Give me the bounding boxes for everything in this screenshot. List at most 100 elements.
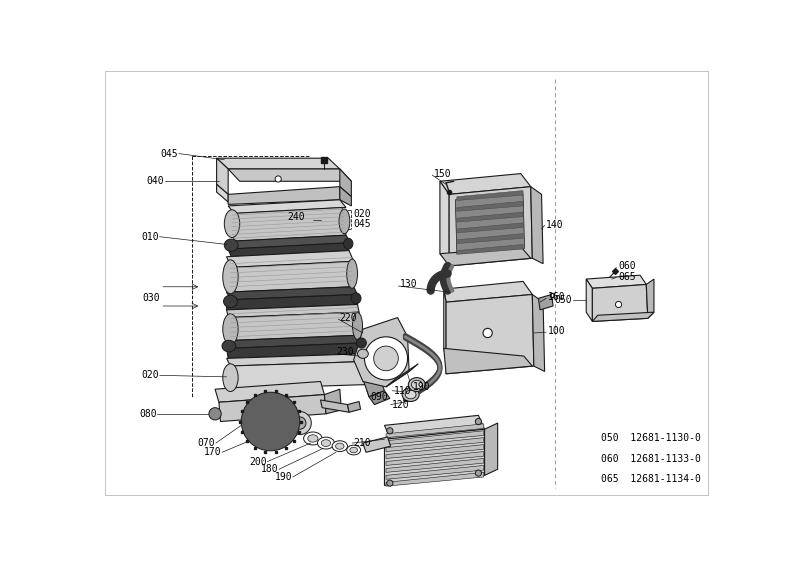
Polygon shape bbox=[485, 423, 498, 475]
Polygon shape bbox=[215, 381, 324, 402]
Circle shape bbox=[275, 176, 282, 182]
Polygon shape bbox=[366, 356, 377, 384]
Text: 140: 140 bbox=[546, 220, 564, 230]
Polygon shape bbox=[227, 343, 363, 358]
Ellipse shape bbox=[405, 390, 416, 399]
Polygon shape bbox=[444, 348, 532, 374]
Text: 160: 160 bbox=[548, 292, 565, 302]
Polygon shape bbox=[457, 223, 523, 233]
Text: 020: 020 bbox=[354, 209, 371, 219]
Polygon shape bbox=[228, 235, 351, 249]
Ellipse shape bbox=[223, 260, 238, 294]
Text: 180: 180 bbox=[261, 465, 278, 474]
Ellipse shape bbox=[224, 239, 238, 251]
Text: 150: 150 bbox=[434, 168, 451, 178]
Ellipse shape bbox=[347, 445, 361, 455]
Ellipse shape bbox=[224, 295, 237, 307]
Ellipse shape bbox=[339, 209, 350, 233]
Polygon shape bbox=[444, 282, 532, 302]
Polygon shape bbox=[457, 212, 523, 222]
Text: 190: 190 bbox=[413, 382, 431, 392]
Ellipse shape bbox=[412, 380, 422, 389]
Polygon shape bbox=[592, 312, 654, 321]
Polygon shape bbox=[228, 200, 346, 214]
Polygon shape bbox=[386, 431, 484, 445]
Text: 070: 070 bbox=[197, 438, 215, 448]
Ellipse shape bbox=[223, 364, 238, 392]
Circle shape bbox=[249, 400, 292, 443]
Ellipse shape bbox=[347, 259, 358, 288]
Ellipse shape bbox=[351, 293, 361, 304]
Polygon shape bbox=[532, 295, 545, 371]
Polygon shape bbox=[386, 466, 484, 479]
Circle shape bbox=[475, 470, 481, 476]
Ellipse shape bbox=[321, 440, 331, 447]
Polygon shape bbox=[446, 295, 534, 374]
Ellipse shape bbox=[343, 238, 353, 249]
Polygon shape bbox=[369, 390, 390, 404]
Text: 220: 220 bbox=[340, 312, 358, 323]
Polygon shape bbox=[227, 261, 354, 292]
Ellipse shape bbox=[408, 378, 425, 392]
Polygon shape bbox=[386, 445, 484, 458]
Polygon shape bbox=[227, 295, 358, 310]
Polygon shape bbox=[227, 305, 359, 318]
Polygon shape bbox=[440, 173, 531, 194]
Circle shape bbox=[209, 408, 221, 420]
Polygon shape bbox=[227, 287, 358, 300]
Polygon shape bbox=[347, 402, 361, 412]
Polygon shape bbox=[227, 361, 366, 389]
Text: 230: 230 bbox=[336, 347, 354, 357]
Polygon shape bbox=[531, 187, 543, 264]
Polygon shape bbox=[586, 279, 592, 321]
Ellipse shape bbox=[223, 314, 238, 344]
Ellipse shape bbox=[304, 432, 322, 445]
Circle shape bbox=[387, 480, 393, 486]
Circle shape bbox=[288, 412, 312, 435]
Ellipse shape bbox=[353, 312, 362, 339]
Text: 130: 130 bbox=[400, 279, 417, 289]
Circle shape bbox=[262, 414, 278, 429]
Polygon shape bbox=[340, 187, 351, 206]
Polygon shape bbox=[216, 158, 340, 169]
Text: 040: 040 bbox=[147, 176, 164, 186]
Text: 120: 120 bbox=[393, 399, 410, 410]
Circle shape bbox=[615, 301, 622, 307]
Circle shape bbox=[365, 337, 408, 380]
Polygon shape bbox=[386, 438, 484, 452]
Polygon shape bbox=[440, 181, 449, 264]
Text: 190: 190 bbox=[274, 472, 292, 482]
Text: 090: 090 bbox=[370, 392, 389, 402]
Text: 065  12681-1134-0: 065 12681-1134-0 bbox=[600, 475, 700, 484]
Ellipse shape bbox=[317, 437, 335, 449]
Text: 045: 045 bbox=[160, 149, 178, 159]
Ellipse shape bbox=[356, 338, 366, 348]
Polygon shape bbox=[592, 284, 648, 321]
Text: 060  12681-1133-0: 060 12681-1133-0 bbox=[600, 454, 700, 464]
Text: 100: 100 bbox=[548, 325, 565, 335]
Polygon shape bbox=[228, 169, 351, 181]
Polygon shape bbox=[340, 169, 351, 197]
Ellipse shape bbox=[335, 443, 344, 449]
Polygon shape bbox=[457, 233, 523, 243]
Polygon shape bbox=[324, 389, 341, 414]
Text: 065: 065 bbox=[619, 272, 636, 282]
Text: 020: 020 bbox=[141, 370, 159, 380]
Polygon shape bbox=[320, 400, 349, 412]
Text: 030: 030 bbox=[143, 293, 160, 304]
Polygon shape bbox=[228, 187, 340, 204]
Circle shape bbox=[483, 328, 492, 338]
Circle shape bbox=[475, 419, 481, 425]
Ellipse shape bbox=[222, 341, 236, 352]
Polygon shape bbox=[449, 187, 532, 266]
Ellipse shape bbox=[332, 441, 347, 452]
Circle shape bbox=[387, 427, 393, 434]
Polygon shape bbox=[216, 185, 228, 202]
Polygon shape bbox=[227, 251, 354, 268]
Polygon shape bbox=[457, 245, 523, 255]
Polygon shape bbox=[440, 247, 531, 266]
Ellipse shape bbox=[350, 447, 358, 453]
Polygon shape bbox=[385, 415, 485, 439]
Polygon shape bbox=[227, 354, 366, 366]
Polygon shape bbox=[386, 458, 484, 472]
